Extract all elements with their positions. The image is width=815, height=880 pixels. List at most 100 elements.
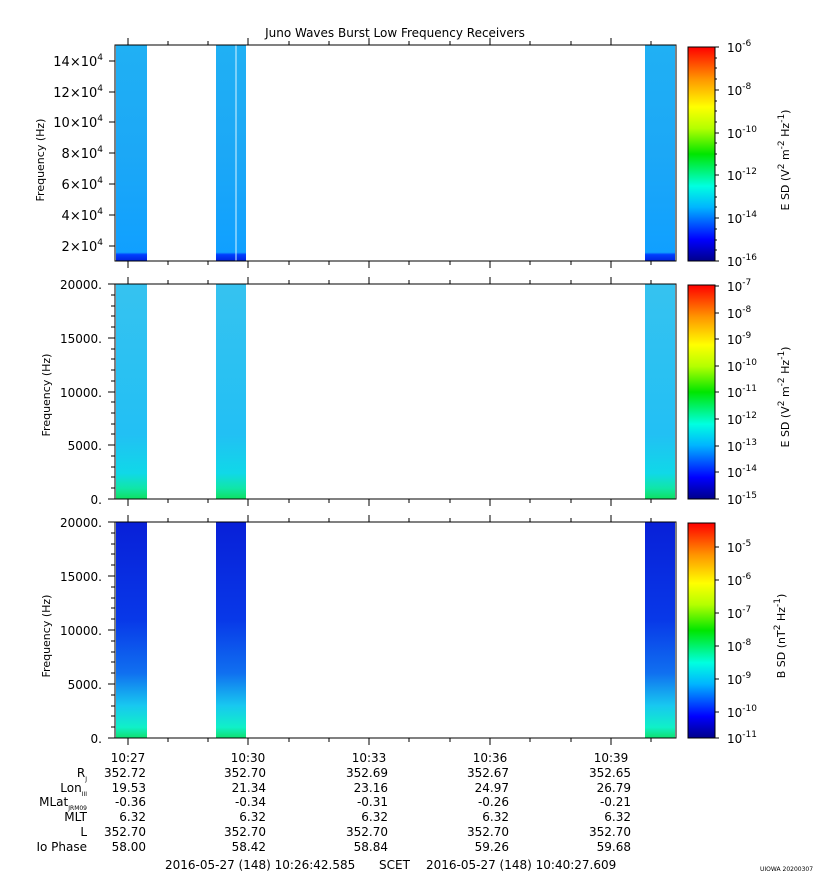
p3-ytick-0: 0. — [91, 732, 102, 746]
panel-1-segment-2 — [216, 45, 246, 261]
p3-ytick-5000: 5000. — [68, 678, 102, 692]
p1-ytick-8e4: 8×104 — [62, 145, 104, 162]
ephem-value: 58.00 — [112, 840, 146, 854]
ephem-value: 6.32 — [604, 810, 631, 824]
ephem-value: 59.26 — [475, 840, 509, 854]
panel-3-colorbar-label: B SD (nT2 Hz-1) — [773, 594, 788, 679]
p1-ytick-2e4: 2×104 — [62, 238, 104, 255]
panel-3-colorbar-labels: 10-5 10-6 10-7 10-8 10-9 10-10 10-11 — [727, 539, 757, 746]
ephem-value: 59.68 — [597, 840, 631, 854]
panel-1-spectrogram-data — [116, 45, 675, 261]
svg-text:10-11: 10-11 — [727, 730, 757, 746]
panel-3-colorbar — [687, 522, 716, 739]
panel-3-segment-1 — [116, 522, 147, 738]
footer-scet-label: SCET — [379, 858, 411, 872]
svg-text:10-14: 10-14 — [727, 464, 757, 480]
p1-ytick-12e4: 12×104 — [53, 84, 103, 101]
panel-1-x-ticks — [127, 38, 652, 268]
panel-3-frame — [114, 521, 677, 739]
panel-1-y-tick-labels: 2×104 4×104 6×104 8×104 10×104 12×104 14… — [53, 53, 103, 255]
svg-text:10-13: 10-13 — [727, 438, 757, 454]
p3-ytick-15000: 15000. — [60, 570, 102, 584]
ephem-value: -0.26 — [478, 795, 509, 809]
svg-text:10-8: 10-8 — [727, 305, 752, 321]
time-tick-label: 10:33 — [352, 751, 387, 765]
panel-1-y-ticks — [109, 60, 115, 247]
p2-ytick-10000: 10000. — [60, 386, 102, 400]
ephem-value: 6.32 — [482, 810, 509, 824]
svg-text:10-10: 10-10 — [727, 704, 757, 720]
ephem-label-l: L — [80, 825, 87, 839]
ephemeris-row-labels: RJ LonIII MLatJRM09 MLT L Io Phase — [36, 766, 87, 854]
svg-text:10-12: 10-12 — [727, 167, 757, 183]
ephem-value: 352.70 — [346, 825, 388, 839]
panel-2-segment-3 — [645, 284, 675, 499]
panel-2-spectrogram-data — [116, 284, 675, 499]
panel-1-frame — [114, 44, 677, 262]
ephem-value: 23.16 — [354, 781, 388, 795]
ephem-value: 58.84 — [354, 840, 388, 854]
p1-ytick-6e4: 6×104 — [62, 176, 104, 193]
svg-text:10-10: 10-10 — [727, 125, 757, 141]
ephem-value: 6.32 — [361, 810, 388, 824]
svg-text:10-6: 10-6 — [727, 572, 752, 588]
panel-1-y-label: Frequency (Hz) — [34, 119, 47, 202]
panel-1-segment-1 — [116, 45, 147, 261]
svg-text:10-5: 10-5 — [727, 539, 751, 555]
svg-text:10-16: 10-16 — [727, 253, 757, 269]
panel-3-y-label: Frequency (Hz) — [40, 595, 53, 678]
p2-ytick-5000: 5000. — [68, 439, 102, 453]
svg-text:10-6: 10-6 — [727, 39, 752, 55]
ephem-value: 352.70 — [224, 825, 266, 839]
ephem-value: 6.32 — [239, 810, 266, 824]
ephem-label-rj: RJ — [77, 766, 87, 783]
svg-text:10-9: 10-9 — [727, 671, 752, 687]
panel-1-colorbar-label: E SD (V2 m-2 Hz-1) — [777, 110, 792, 211]
ephem-label-io-phase: Io Phase — [36, 840, 87, 854]
svg-text:10-9: 10-9 — [727, 331, 752, 347]
footer-start-time: 2016-05-27 (148) 10:26:42.585 — [165, 858, 355, 872]
panel-1-segment-3 — [645, 45, 675, 261]
p2-ytick-0: 0. — [91, 493, 102, 507]
ephem-value: 352.69 — [346, 766, 388, 780]
panel-3-y-ticks — [108, 521, 115, 739]
ephem-value: 19.53 — [112, 781, 146, 795]
panel-2-colorbar-labels: 10-7 10-8 10-9 10-10 10-11 10-12 10-13 1… — [727, 278, 757, 507]
p1-ytick-4e4: 4×104 — [62, 207, 104, 224]
ephem-value: -0.31 — [357, 795, 388, 809]
panel-2-y-ticks — [108, 283, 115, 500]
time-tick-label: 10:30 — [231, 751, 266, 765]
p3-ytick-20000: 20000. — [60, 516, 102, 530]
svg-text:10-8: 10-8 — [727, 82, 752, 98]
ephem-label-lon: LonIII — [60, 781, 87, 798]
time-tick-label: 10:27 — [111, 751, 146, 765]
p1-ytick-10e4: 10×104 — [53, 114, 103, 131]
panel-2-segment-2 — [216, 284, 246, 499]
ephem-value: 26.79 — [597, 781, 631, 795]
ephem-value: 352.67 — [467, 766, 509, 780]
ephem-label-mlt: MLT — [64, 810, 87, 824]
ephem-value: 24.97 — [475, 781, 509, 795]
panel-2-colorbar-ticks — [715, 285, 719, 500]
footer-end-time: 2016-05-27 (148) 10:40:27.609 — [426, 858, 616, 872]
time-axis-labels: 10:27 10:30 10:33 10:36 10:39 — [111, 751, 629, 765]
ephem-value: 352.70 — [104, 825, 146, 839]
svg-text:10-14: 10-14 — [727, 210, 757, 226]
panel-2-colorbar-label: E SD (V2 m-2 Hz-1) — [777, 347, 792, 448]
ephem-value: -0.21 — [600, 795, 631, 809]
panel-1-colorbar — [687, 46, 716, 262]
panel-3-segment-3 — [645, 522, 675, 738]
ephem-value: 352.70 — [589, 825, 631, 839]
ephem-value: 58.42 — [232, 840, 266, 854]
ephem-value: 352.72 — [104, 766, 146, 780]
panel-3: 0. 5000. 10000. 15000. 20000. Frequency … — [40, 515, 788, 746]
panel-3-spectrogram-data — [116, 522, 675, 738]
chart-title: Juno Waves Burst Low Frequency Receivers — [264, 26, 525, 40]
panel-1-colorbar-ticks — [715, 46, 719, 262]
p2-ytick-20000: 20000. — [60, 278, 102, 292]
svg-text:10-7: 10-7 — [727, 605, 751, 621]
p2-ytick-15000: 15000. — [60, 332, 102, 346]
svg-text:10-12: 10-12 — [727, 411, 757, 427]
panel-2-frame — [114, 283, 677, 500]
panel-2-y-label: Frequency (Hz) — [40, 354, 53, 437]
